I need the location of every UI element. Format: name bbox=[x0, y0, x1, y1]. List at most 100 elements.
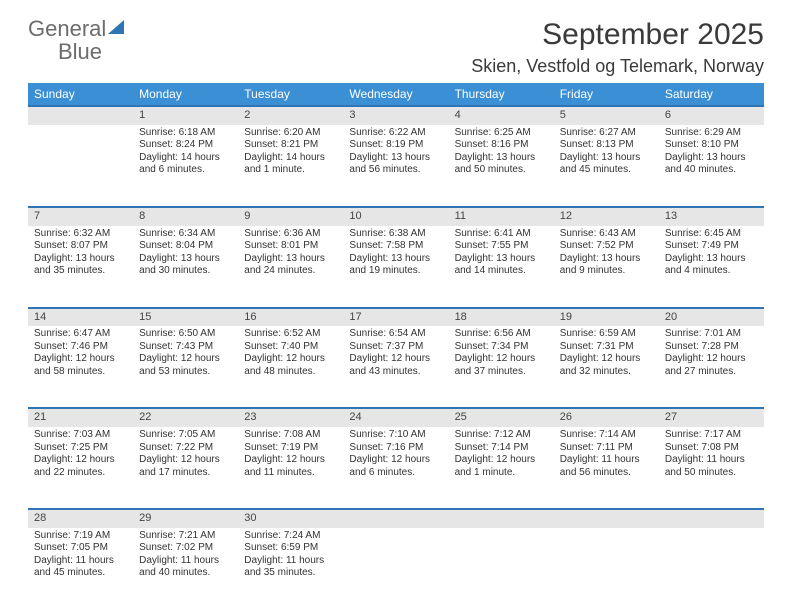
sunrise-text: Sunrise: 6:25 AM bbox=[455, 127, 548, 140]
brand-logo: General Blue bbox=[28, 18, 124, 64]
brand-triangle-icon bbox=[108, 20, 124, 34]
day-cell: Sunrise: 7:21 AMSunset: 7:02 PMDaylight:… bbox=[133, 528, 238, 610]
day-cell: Sunrise: 6:41 AMSunset: 7:55 PMDaylight:… bbox=[449, 226, 554, 308]
day-number-cell bbox=[659, 509, 764, 528]
daylight-text: Daylight: 13 hours and 56 minutes. bbox=[349, 152, 442, 177]
sunrise-text: Sunrise: 6:45 AM bbox=[665, 228, 758, 241]
daynum-row: 123456 bbox=[28, 106, 764, 125]
day-cell: Sunrise: 6:50 AMSunset: 7:43 PMDaylight:… bbox=[133, 326, 238, 408]
week-row: Sunrise: 6:18 AMSunset: 8:24 PMDaylight:… bbox=[28, 125, 764, 207]
month-title: September 2025 bbox=[471, 18, 764, 52]
sunset-text: Sunset: 7:31 PM bbox=[560, 341, 653, 354]
day-cell: Sunrise: 7:05 AMSunset: 7:22 PMDaylight:… bbox=[133, 427, 238, 509]
header-bar: General Blue September 2025 Skien, Vestf… bbox=[28, 18, 764, 77]
daylight-text: Daylight: 11 hours and 35 minutes. bbox=[244, 555, 337, 580]
daylight-text: Daylight: 12 hours and 1 minute. bbox=[455, 454, 548, 479]
sunset-text: Sunset: 7:22 PM bbox=[139, 442, 232, 455]
day-number-cell bbox=[28, 106, 133, 125]
daylight-text: Daylight: 12 hours and 43 minutes. bbox=[349, 353, 442, 378]
day-cell: Sunrise: 6:56 AMSunset: 7:34 PMDaylight:… bbox=[449, 326, 554, 408]
sunrise-text: Sunrise: 6:32 AM bbox=[34, 228, 127, 241]
sunrise-text: Sunrise: 7:08 AM bbox=[244, 429, 337, 442]
sunrise-text: Sunrise: 6:20 AM bbox=[244, 127, 337, 140]
sunrise-text: Sunrise: 6:56 AM bbox=[455, 328, 548, 341]
sunset-text: Sunset: 8:10 PM bbox=[665, 139, 758, 152]
sunrise-text: Sunrise: 6:47 AM bbox=[34, 328, 127, 341]
day-number-cell: 30 bbox=[238, 509, 343, 528]
sunset-text: Sunset: 7:46 PM bbox=[34, 341, 127, 354]
day-number-cell: 22 bbox=[133, 408, 238, 427]
day-cell: Sunrise: 6:18 AMSunset: 8:24 PMDaylight:… bbox=[133, 125, 238, 207]
calendar-body: 123456Sunrise: 6:18 AMSunset: 8:24 PMDay… bbox=[28, 106, 764, 610]
daylight-text: Daylight: 14 hours and 1 minute. bbox=[244, 152, 337, 177]
daylight-text: Daylight: 11 hours and 40 minutes. bbox=[139, 555, 232, 580]
day-number-cell: 24 bbox=[343, 408, 448, 427]
day-cell: Sunrise: 6:27 AMSunset: 8:13 PMDaylight:… bbox=[554, 125, 659, 207]
daylight-text: Daylight: 11 hours and 56 minutes. bbox=[560, 454, 653, 479]
weekday-header: Friday bbox=[554, 83, 659, 106]
day-number-cell: 28 bbox=[28, 509, 133, 528]
day-number-cell: 7 bbox=[28, 207, 133, 226]
daylight-text: Daylight: 12 hours and 17 minutes. bbox=[139, 454, 232, 479]
sunrise-text: Sunrise: 6:22 AM bbox=[349, 127, 442, 140]
daynum-row: 14151617181920 bbox=[28, 308, 764, 327]
sunrise-text: Sunrise: 6:29 AM bbox=[665, 127, 758, 140]
daylight-text: Daylight: 12 hours and 27 minutes. bbox=[665, 353, 758, 378]
sunrise-text: Sunrise: 7:19 AM bbox=[34, 530, 127, 543]
day-cell: Sunrise: 7:19 AMSunset: 7:05 PMDaylight:… bbox=[28, 528, 133, 610]
day-number-cell: 20 bbox=[659, 308, 764, 327]
sunset-text: Sunset: 7:43 PM bbox=[139, 341, 232, 354]
sunset-text: Sunset: 7:14 PM bbox=[455, 442, 548, 455]
day-number-cell: 12 bbox=[554, 207, 659, 226]
day-cell bbox=[28, 125, 133, 207]
sunrise-text: Sunrise: 7:03 AM bbox=[34, 429, 127, 442]
day-number-cell: 26 bbox=[554, 408, 659, 427]
day-number-cell bbox=[449, 509, 554, 528]
daylight-text: Daylight: 12 hours and 6 minutes. bbox=[349, 454, 442, 479]
sunset-text: Sunset: 8:19 PM bbox=[349, 139, 442, 152]
day-cell bbox=[659, 528, 764, 610]
sunset-text: Sunset: 7:25 PM bbox=[34, 442, 127, 455]
sunset-text: Sunset: 7:37 PM bbox=[349, 341, 442, 354]
sunset-text: Sunset: 8:13 PM bbox=[560, 139, 653, 152]
day-cell bbox=[343, 528, 448, 610]
week-row: Sunrise: 7:03 AMSunset: 7:25 PM Daylight:… bbox=[28, 427, 764, 509]
sunset-text: Sunset: 7:40 PM bbox=[244, 341, 337, 354]
sunset-text: Sunset: 7:11 PM bbox=[560, 442, 653, 455]
day-cell: Sunrise: 7:17 AMSunset: 7:08 PMDaylight:… bbox=[659, 427, 764, 509]
daylight-text: Daylight: 13 hours and 24 minutes. bbox=[244, 253, 337, 278]
day-number-cell: 4 bbox=[449, 106, 554, 125]
daylight-text: Daylight: 12 hours and 58 minutes. bbox=[34, 353, 127, 378]
sunset-text: Sunset: 8:24 PM bbox=[139, 139, 232, 152]
day-cell: Sunrise: 6:29 AMSunset: 8:10 PMDaylight:… bbox=[659, 125, 764, 207]
daylight-text: Daylight: 12 hours and 32 minutes. bbox=[560, 353, 653, 378]
day-cell: Sunrise: 6:54 AMSunset: 7:37 PMDaylight:… bbox=[343, 326, 448, 408]
day-cell: Sunrise: 6:25 AMSunset: 8:16 PMDaylight:… bbox=[449, 125, 554, 207]
week-row: Sunrise: 6:47 AMSunset: 7:46 PMDaylight:… bbox=[28, 326, 764, 408]
day-number-cell: 14 bbox=[28, 308, 133, 327]
day-cell: Sunrise: 7:12 AMSunset: 7:14 PMDaylight:… bbox=[449, 427, 554, 509]
day-number-cell bbox=[554, 509, 659, 528]
sunrise-text: Sunrise: 6:59 AM bbox=[560, 328, 653, 341]
weekday-header: Wednesday bbox=[343, 83, 448, 106]
daylight-text: Daylight: 11 hours and 50 minutes. bbox=[665, 454, 758, 479]
sunset-text: Sunset: 8:04 PM bbox=[139, 240, 232, 253]
sunrise-text: Sunrise: 6:43 AM bbox=[560, 228, 653, 241]
weekday-header: Sunday bbox=[28, 83, 133, 106]
sunrise-text: Sunrise: 6:54 AM bbox=[349, 328, 442, 341]
sunset-text: Sunset: 8:01 PM bbox=[244, 240, 337, 253]
week-row: Sunrise: 7:19 AMSunset: 7:05 PMDaylight:… bbox=[28, 528, 764, 610]
daylight-text: Daylight: 13 hours and 35 minutes. bbox=[34, 253, 127, 278]
sunset-text: Sunset: 8:07 PM bbox=[34, 240, 127, 253]
weekday-header: Thursday bbox=[449, 83, 554, 106]
day-number-cell: 16 bbox=[238, 308, 343, 327]
sunset-text: Sunset: 7:58 PM bbox=[349, 240, 442, 253]
brand-word2: Blue bbox=[58, 39, 102, 64]
day-cell: Sunrise: 6:43 AMSunset: 7:52 PMDaylight:… bbox=[554, 226, 659, 308]
day-cell: Sunrise: 7:14 AMSunset: 7:11 PMDaylight:… bbox=[554, 427, 659, 509]
day-cell bbox=[449, 528, 554, 610]
weekday-header-row: Sunday Monday Tuesday Wednesday Thursday… bbox=[28, 83, 764, 106]
location-subtitle: Skien, Vestfold og Telemark, Norway bbox=[471, 56, 764, 77]
sunset-text: Sunset: 7:49 PM bbox=[665, 240, 758, 253]
day-number-cell: 19 bbox=[554, 308, 659, 327]
